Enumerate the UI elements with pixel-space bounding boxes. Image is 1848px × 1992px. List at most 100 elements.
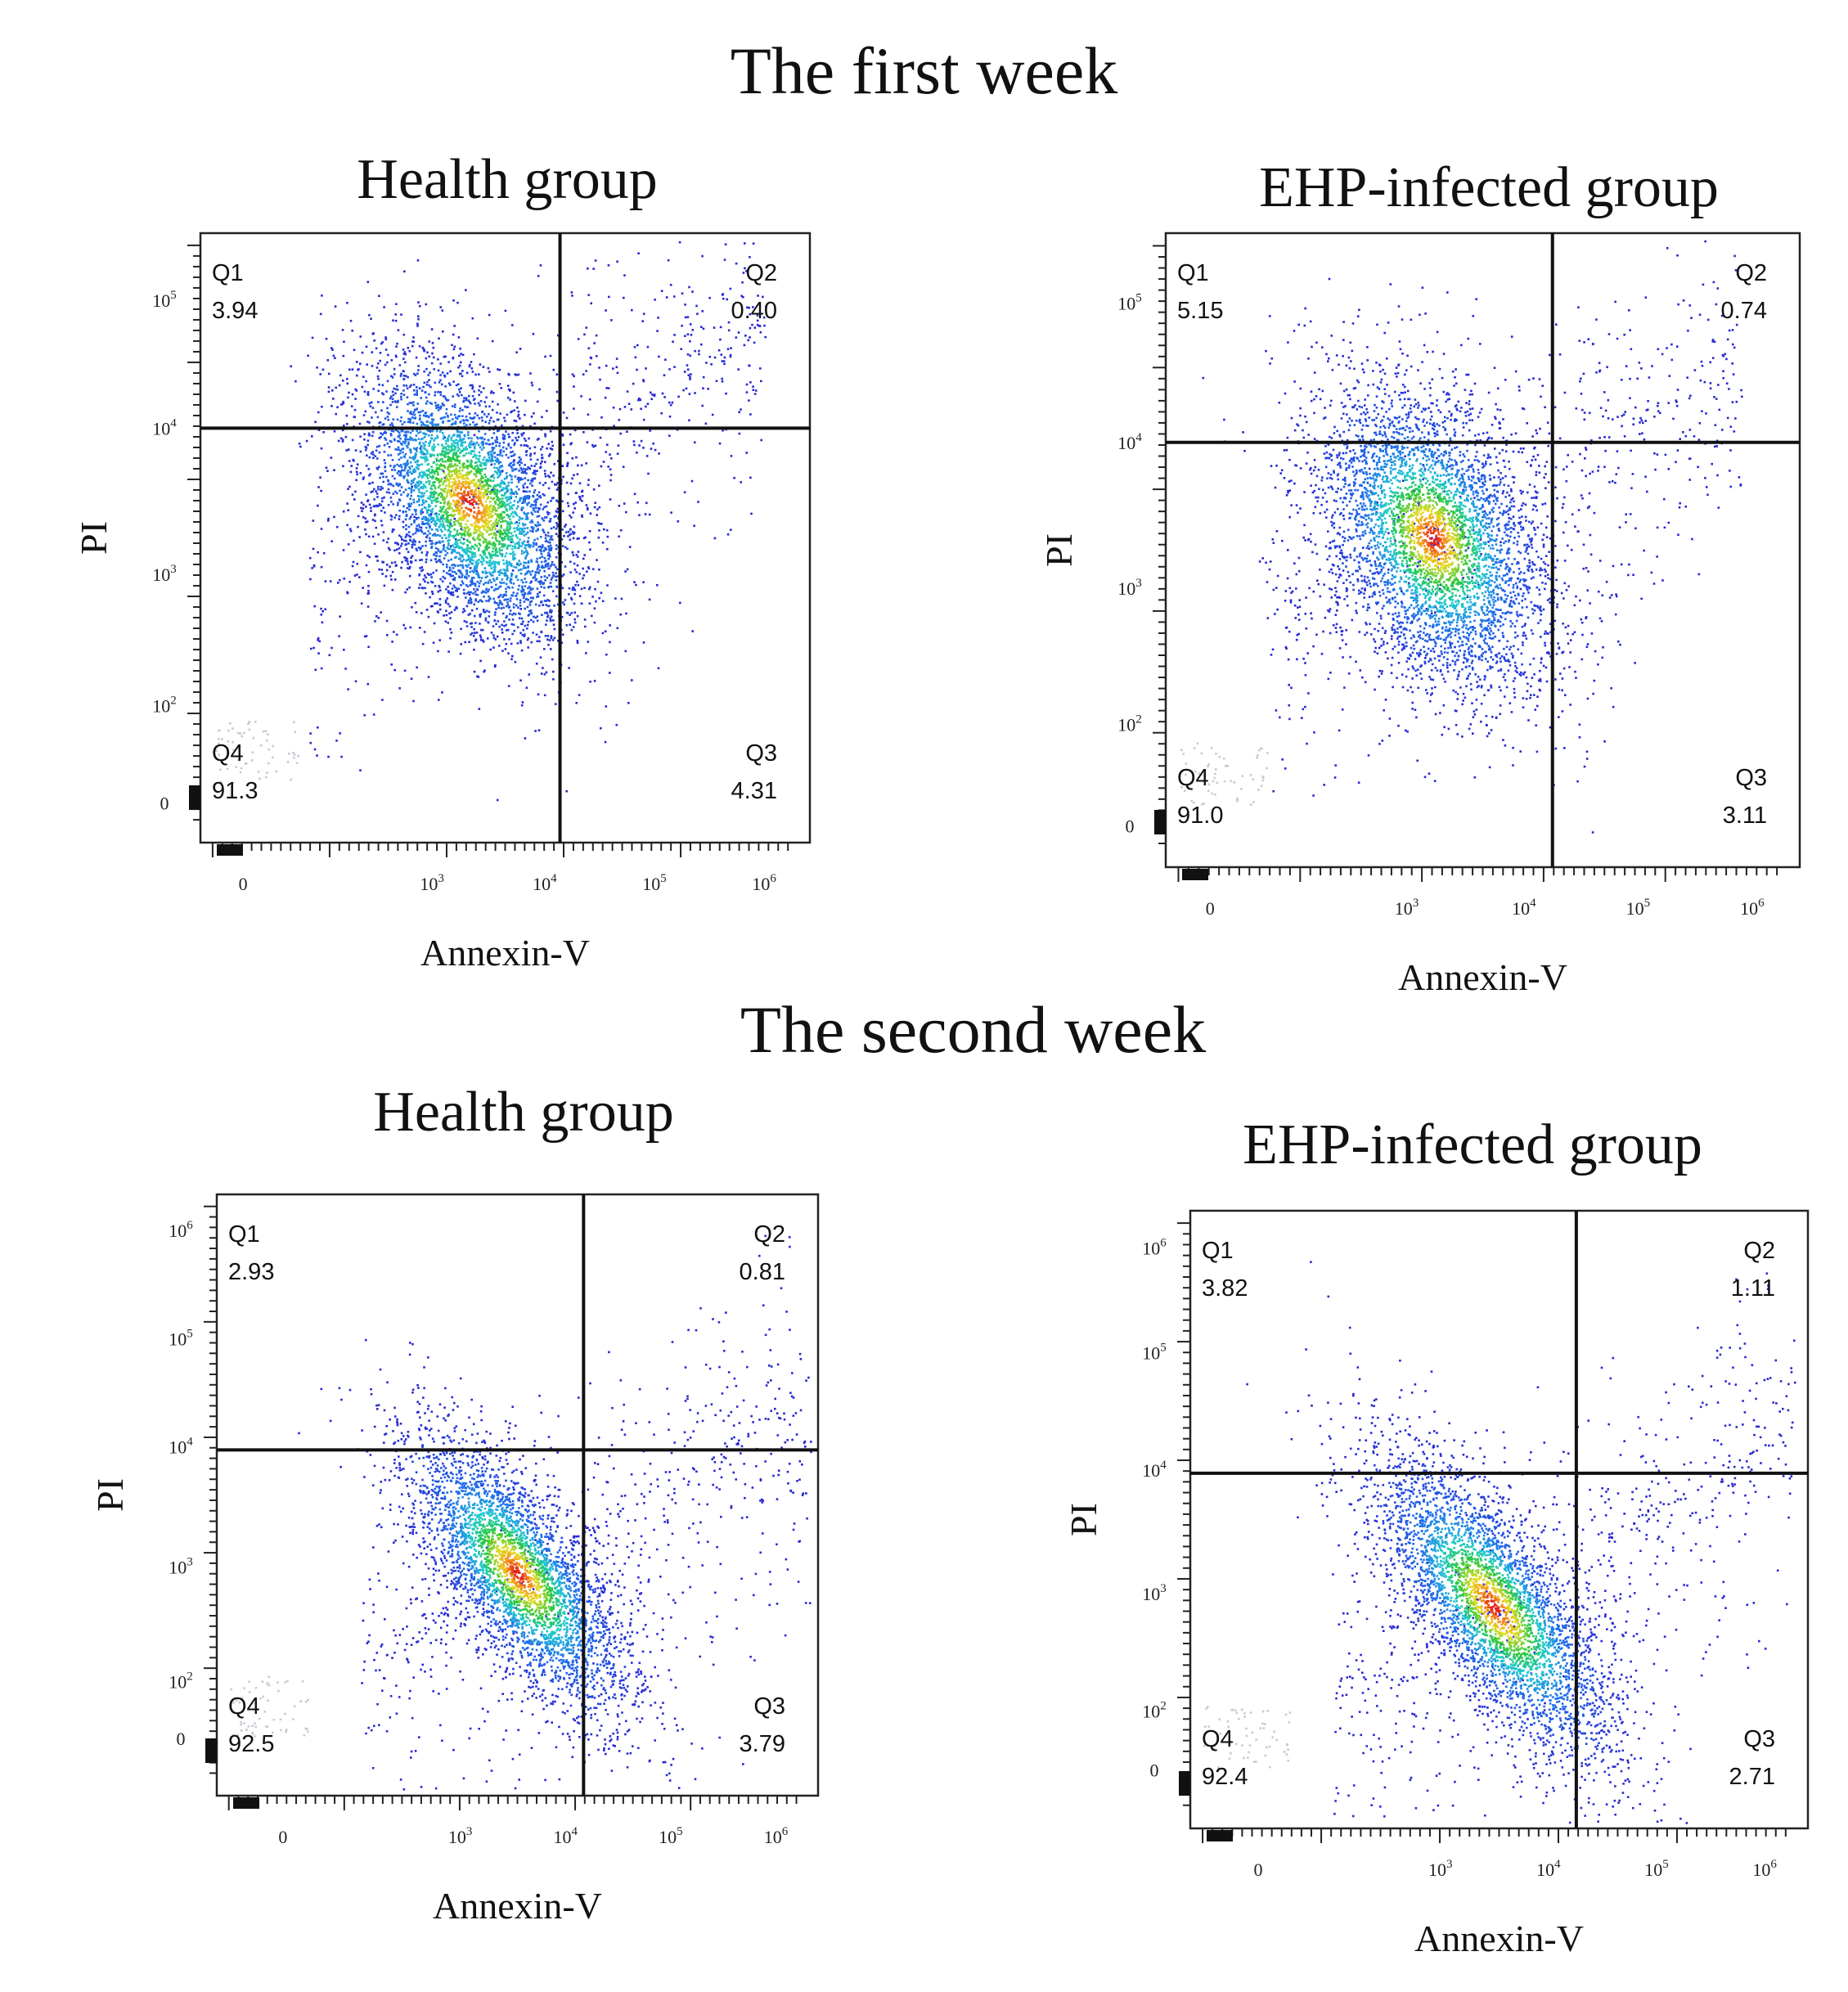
event-dot — [476, 515, 479, 518]
event-dot — [475, 529, 478, 532]
event-dot — [492, 544, 494, 546]
event-dot — [508, 528, 510, 531]
event-dot — [365, 411, 367, 413]
event-dot — [759, 367, 762, 370]
event-dot — [524, 439, 527, 442]
event-dot — [541, 672, 543, 675]
event-dot — [633, 444, 636, 447]
event-dot — [532, 384, 534, 387]
event-dot — [395, 320, 398, 322]
event-dot — [389, 549, 391, 551]
event-dot — [425, 527, 428, 529]
event-dot — [446, 408, 448, 411]
event-dot — [447, 590, 450, 592]
event-dot — [421, 545, 424, 547]
event-dot — [433, 347, 435, 349]
event-dot — [507, 652, 510, 654]
event-dot — [407, 447, 409, 449]
event-dot — [492, 646, 495, 649]
event-dot — [590, 357, 592, 359]
event-dot — [454, 406, 456, 408]
event-dot — [339, 375, 342, 377]
event-dot — [524, 528, 526, 530]
event-dot — [443, 548, 445, 551]
event-dot — [369, 402, 371, 405]
event-dot — [405, 353, 407, 356]
event-dot — [584, 626, 587, 628]
event-dot — [461, 506, 463, 509]
event-dot — [689, 355, 691, 357]
event-dot — [425, 397, 428, 399]
event-dot — [402, 506, 405, 508]
event-dot — [384, 459, 386, 461]
event-dot — [537, 507, 540, 510]
event-dot — [464, 592, 466, 595]
event-dot — [431, 353, 434, 355]
event-dot — [352, 565, 354, 568]
event-dot — [435, 535, 438, 537]
event-dot — [524, 578, 526, 580]
event-dot — [432, 582, 434, 584]
event-dot — [561, 434, 564, 436]
event-dot — [529, 455, 532, 457]
event-dot — [465, 424, 468, 426]
event-dot — [556, 391, 559, 393]
event-dot — [494, 666, 497, 668]
event-dot — [391, 422, 393, 425]
event-dot — [510, 479, 513, 481]
event-dot — [469, 502, 471, 505]
event-dot — [472, 421, 474, 424]
event-dot — [512, 515, 515, 518]
event-dot — [497, 454, 499, 456]
event-dot — [507, 629, 510, 632]
event-dot — [523, 561, 525, 564]
event-dot — [508, 465, 510, 467]
event-dot — [668, 434, 671, 437]
event-dot — [407, 588, 409, 591]
event-dot — [633, 581, 636, 583]
event-dot — [429, 483, 431, 485]
event-dot — [348, 460, 351, 462]
event-dot — [404, 627, 407, 630]
event-dot — [520, 444, 523, 447]
event-dot — [499, 582, 501, 584]
event-dot — [347, 397, 349, 399]
event-dot — [372, 431, 375, 434]
event-dot — [474, 465, 477, 468]
event-dot — [528, 614, 531, 616]
event-dot — [474, 522, 476, 524]
event-dot — [521, 479, 524, 481]
event-dot — [513, 603, 515, 605]
event-dot — [367, 585, 370, 587]
event-dot — [589, 363, 591, 366]
event-dot — [410, 540, 412, 542]
event-dot — [407, 347, 410, 349]
event-dot — [539, 591, 542, 594]
y-axis-title: PI — [73, 521, 115, 555]
event-dot — [526, 627, 528, 630]
event-dot — [511, 655, 514, 658]
event-dot — [594, 588, 596, 591]
event-dot — [473, 628, 475, 631]
event-dot — [375, 449, 378, 452]
event-dot — [520, 461, 523, 464]
event-dot — [453, 546, 456, 549]
event-dot — [456, 384, 458, 387]
event-dot — [749, 336, 751, 339]
event-dot — [373, 498, 375, 501]
event-dot — [443, 546, 445, 548]
event-dot — [418, 496, 420, 498]
event-dot — [572, 457, 574, 460]
event-dot — [1219, 756, 1221, 758]
event-dot — [355, 681, 357, 683]
event-dot — [347, 592, 349, 595]
event-dot — [376, 560, 379, 562]
event-dot — [481, 515, 483, 518]
event-dot — [371, 351, 374, 353]
event-dot — [463, 422, 465, 425]
event-dot — [398, 687, 401, 690]
event-dot — [328, 391, 330, 393]
event-dot — [448, 434, 451, 437]
event-dot — [460, 512, 462, 515]
event-dot — [456, 439, 458, 442]
